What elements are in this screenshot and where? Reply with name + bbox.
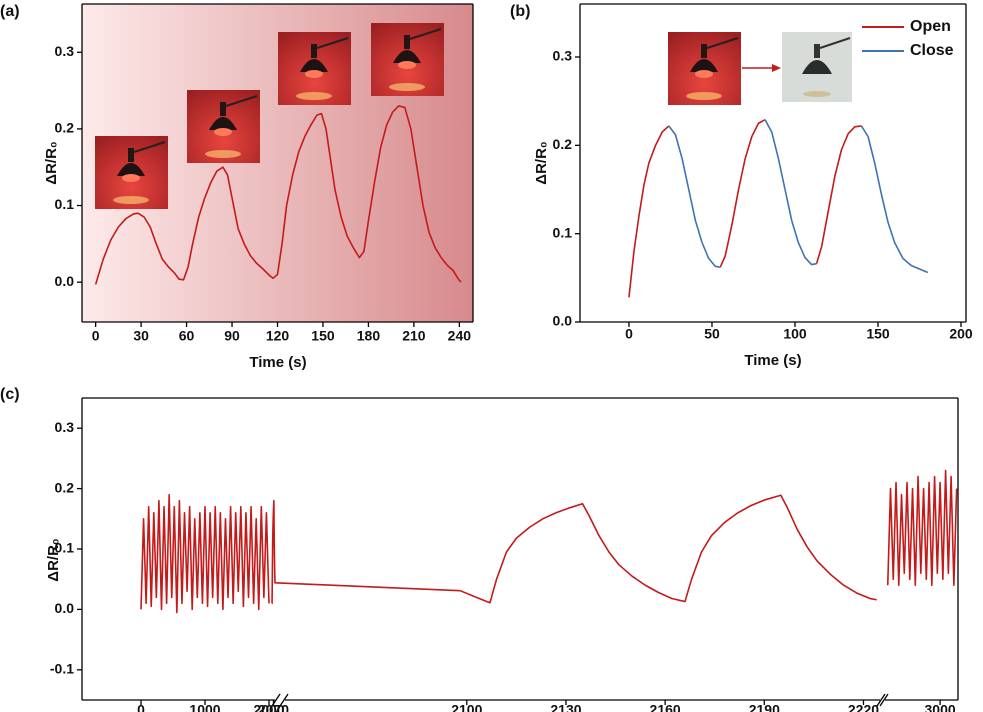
x-tick-label: 30	[133, 328, 149, 344]
x-tick-label: 150	[866, 326, 890, 342]
y-tick-label: 0.3	[55, 43, 75, 59]
x-tick-label: 150	[311, 328, 335, 344]
x-tick-label: 60	[179, 328, 195, 344]
x-tick-label: 200	[949, 326, 973, 342]
data-line	[628, 119, 862, 298]
data-line	[94, 105, 462, 285]
legend-label: Close	[910, 42, 954, 59]
x-tick-label: 2220	[848, 702, 879, 712]
x-tick-label: 2130	[550, 702, 581, 712]
y-tick-label: 0.2	[553, 136, 573, 152]
x-tick-label: 0	[625, 326, 633, 342]
photo	[277, 31, 352, 106]
x-tick-label: 100	[783, 326, 807, 342]
data-line	[668, 119, 929, 274]
x-axis-title: Time (s)	[744, 352, 801, 369]
y-tick-label: 0.1	[553, 224, 573, 240]
legend-label: Open	[910, 18, 951, 35]
x-tick-label: 2100	[451, 702, 482, 712]
y-tick-label: 0.3	[55, 419, 75, 435]
x-tick-label: 50	[704, 326, 720, 342]
axis-break	[279, 693, 289, 707]
y-tick-label: 0.0	[55, 600, 75, 616]
y-tick-label: 0.0	[55, 273, 75, 289]
data-line	[140, 469, 958, 614]
panel-label: (c)	[0, 386, 20, 403]
photo	[370, 22, 445, 97]
y-axis-title: ΔR/R₀	[45, 538, 62, 581]
y-tick-label: 0.1	[55, 196, 75, 212]
x-tick-label: 120	[266, 328, 290, 344]
photo	[94, 135, 169, 210]
x-tick-label: 240	[448, 328, 472, 344]
x-tick-label: 2070	[258, 702, 289, 712]
axis-break	[876, 693, 886, 707]
x-tick-label: 210	[402, 328, 426, 344]
panel-label: (b)	[510, 3, 530, 20]
y-tick-label: 0.0	[553, 313, 573, 329]
y-tick-label: 0.2	[55, 120, 75, 136]
x-axis-title: Time (s)	[249, 354, 306, 371]
panel-label: (a)	[0, 3, 20, 20]
x-tick-label: 2000	[253, 702, 284, 712]
x-tick-label: 1000	[189, 702, 220, 712]
y-tick-label: 0.3	[553, 48, 573, 64]
x-tick-label: 2190	[749, 702, 780, 712]
x-tick-label: 0	[92, 328, 100, 344]
y-axis-title: ΔR/R₀	[43, 141, 60, 184]
x-tick-label: 180	[357, 328, 381, 344]
x-tick-label: 2160	[650, 702, 681, 712]
x-tick-label: 3000	[925, 702, 956, 712]
photo	[781, 31, 853, 103]
y-tick-label: -0.1	[50, 661, 74, 677]
axis-break	[879, 693, 889, 707]
x-tick-label: 90	[224, 328, 240, 344]
y-axis-title: ΔR/R₀	[533, 141, 550, 184]
photo	[667, 31, 742, 106]
x-tick-label: 0	[137, 702, 145, 712]
photo	[186, 89, 261, 164]
y-tick-label: 0.2	[55, 479, 75, 495]
arrow-head	[772, 64, 781, 72]
y-tick-label: 0.1	[55, 540, 75, 556]
